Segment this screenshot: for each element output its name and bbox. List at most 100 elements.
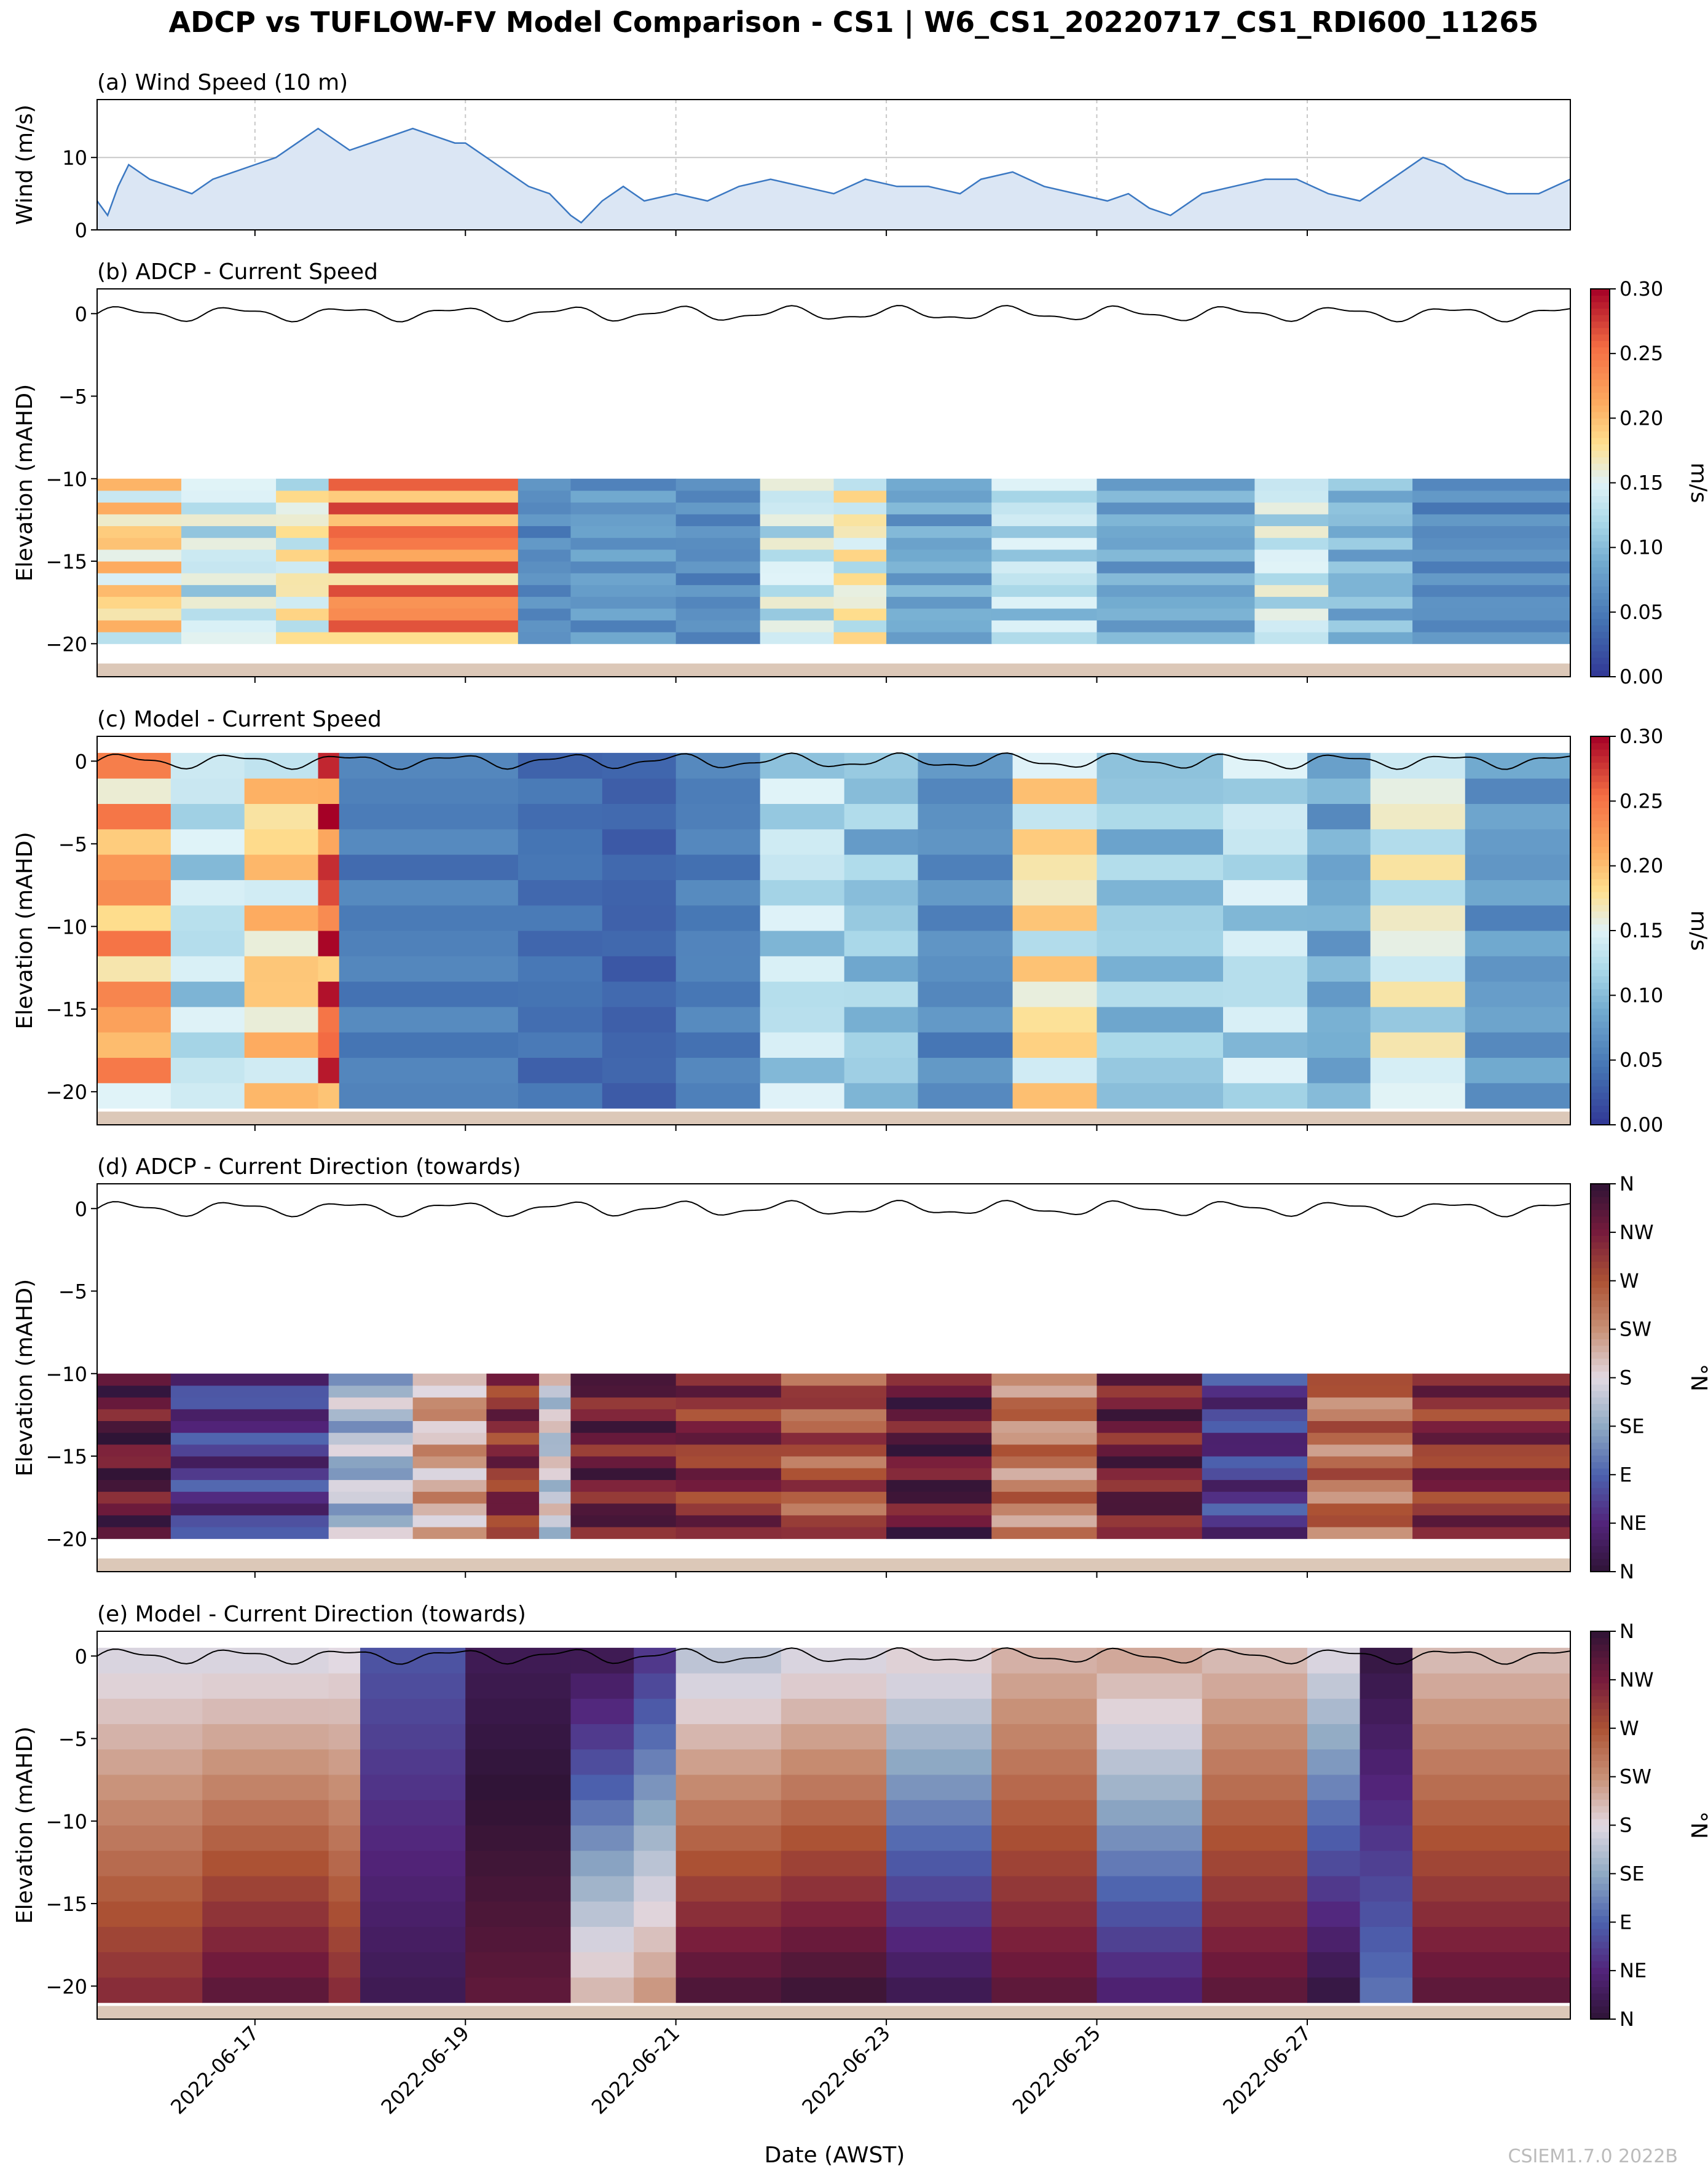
heatmap-cell (202, 1977, 329, 2003)
heatmap-cell (1412, 1514, 1571, 1527)
heatmap-cell (991, 561, 1098, 573)
colorbar-label: °N (1686, 1811, 1708, 1839)
colorbar-band (1591, 1436, 1610, 1443)
colorbar-band (1591, 898, 1610, 905)
heatmap-cell (1307, 1444, 1413, 1457)
heatmap-cell (1360, 1774, 1413, 1800)
colorbar-band (1591, 1475, 1610, 1482)
heatmap-cell (760, 803, 845, 830)
colorbar-band (1591, 859, 1610, 867)
heatmap-cell (1202, 1479, 1308, 1492)
heatmap-cell (202, 1901, 329, 1927)
heatmap-cell (276, 549, 329, 562)
heatmap-cell (202, 1825, 329, 1851)
heatmap-cell (1096, 1723, 1203, 1750)
colorbar-band (1591, 502, 1610, 510)
heatmap-cell (339, 880, 519, 906)
colorbar-band (1591, 840, 1610, 847)
heatmap-cell (1202, 1749, 1308, 1775)
heatmap-cell (1412, 549, 1571, 562)
colorbar-band (1591, 353, 1610, 361)
x-tick-label: 2022-06-21 (587, 2022, 684, 2119)
heatmap-cell (886, 1951, 992, 1978)
heatmap-cell (97, 490, 182, 503)
colorbar-band (1591, 1922, 1610, 1929)
heatmap-cell (675, 778, 761, 804)
heatmap-cell (886, 561, 992, 573)
colorbar-band (1591, 580, 1610, 587)
heatmap-cell (675, 1456, 782, 1468)
heatmap-cell (781, 1479, 887, 1492)
colorbar-band (1591, 1552, 1610, 1559)
heatmap-cell (1254, 526, 1329, 538)
heatmap-cell (570, 1420, 677, 1433)
heatmap-cell (328, 1409, 414, 1422)
heatmap-cell (1096, 514, 1255, 527)
heatmap-cell (570, 514, 677, 527)
heatmap-cell (486, 1503, 540, 1516)
colorbar-band (1591, 1766, 1610, 1774)
colorbar-band (1591, 1326, 1610, 1333)
heatmap-cell (675, 931, 761, 956)
colorbar-band (1591, 1513, 1610, 1521)
colorbar-band (1591, 534, 1610, 542)
heatmap-cell (170, 1032, 245, 1058)
heatmap-cell (886, 1444, 992, 1457)
heatmap-cell (1202, 1444, 1308, 1457)
heatmap-cell (1307, 1875, 1361, 1902)
heatmap-cell (318, 880, 340, 906)
heatmap-cell (181, 620, 277, 632)
colorbar-band (1591, 1001, 1610, 1009)
heatmap-cell (1254, 596, 1329, 609)
heatmap-cell (339, 931, 519, 956)
heatmap-cell (97, 1926, 203, 1953)
heatmap-cell (886, 1850, 992, 1877)
heatmap-cell (675, 1373, 782, 1386)
heatmap-cell (328, 1373, 414, 1386)
heatmap-cell (781, 1503, 887, 1516)
heatmap-cell (518, 526, 571, 538)
heatmap-cell (1360, 1749, 1413, 1775)
heatmap-cell (675, 905, 761, 931)
heatmap-cell (181, 608, 277, 621)
heatmap-cell (539, 1420, 571, 1433)
heatmap-cell (634, 1875, 677, 1902)
heatmap-cell (675, 1673, 782, 1699)
heatmap-cell (1222, 752, 1308, 779)
heatmap-cell (634, 1926, 677, 1953)
heatmap-cell (675, 502, 761, 514)
heatmap-cell (202, 1774, 329, 1800)
colorbar-tick-label: SW (1619, 1765, 1651, 1789)
heatmap-cell (170, 1373, 329, 1386)
heatmap-cell (97, 585, 182, 597)
y-tick-label: −5 (58, 1280, 87, 1304)
heatmap-cell (412, 1491, 487, 1504)
heatmap-cell (1307, 829, 1371, 855)
heatmap-cell (675, 478, 761, 491)
heatmap-cell (1254, 537, 1329, 550)
heatmap-cell (991, 502, 1098, 514)
heatmap-cell (97, 1420, 171, 1433)
heatmap-cell (991, 1647, 1098, 1674)
heatmap-cell (244, 981, 319, 1007)
heatmap-cell (97, 1749, 203, 1775)
heatmap-cell (1096, 1901, 1203, 1927)
heatmap-cell (518, 620, 571, 632)
heatmap-cell (760, 956, 845, 982)
heatmap-cell (97, 1456, 171, 1468)
heatmap-cell (1012, 1057, 1098, 1084)
heatmap-cell (1412, 1503, 1571, 1516)
heatmap-cell (1222, 1006, 1308, 1033)
heatmap-cell (328, 1875, 361, 1902)
colorbar-band (1591, 1118, 1610, 1125)
heatmap-cell (181, 502, 277, 514)
heatmap-cell (518, 854, 603, 880)
heatmap-cell (675, 803, 761, 830)
heatmap-cell (1307, 1468, 1413, 1480)
heatmap-cell (486, 1456, 540, 1468)
heatmap-cell (675, 1875, 782, 1902)
heatmap-cell (318, 905, 340, 931)
heatmap-cell (318, 931, 340, 956)
heatmap-cell (918, 854, 1013, 880)
heatmap-cell (486, 1432, 540, 1445)
